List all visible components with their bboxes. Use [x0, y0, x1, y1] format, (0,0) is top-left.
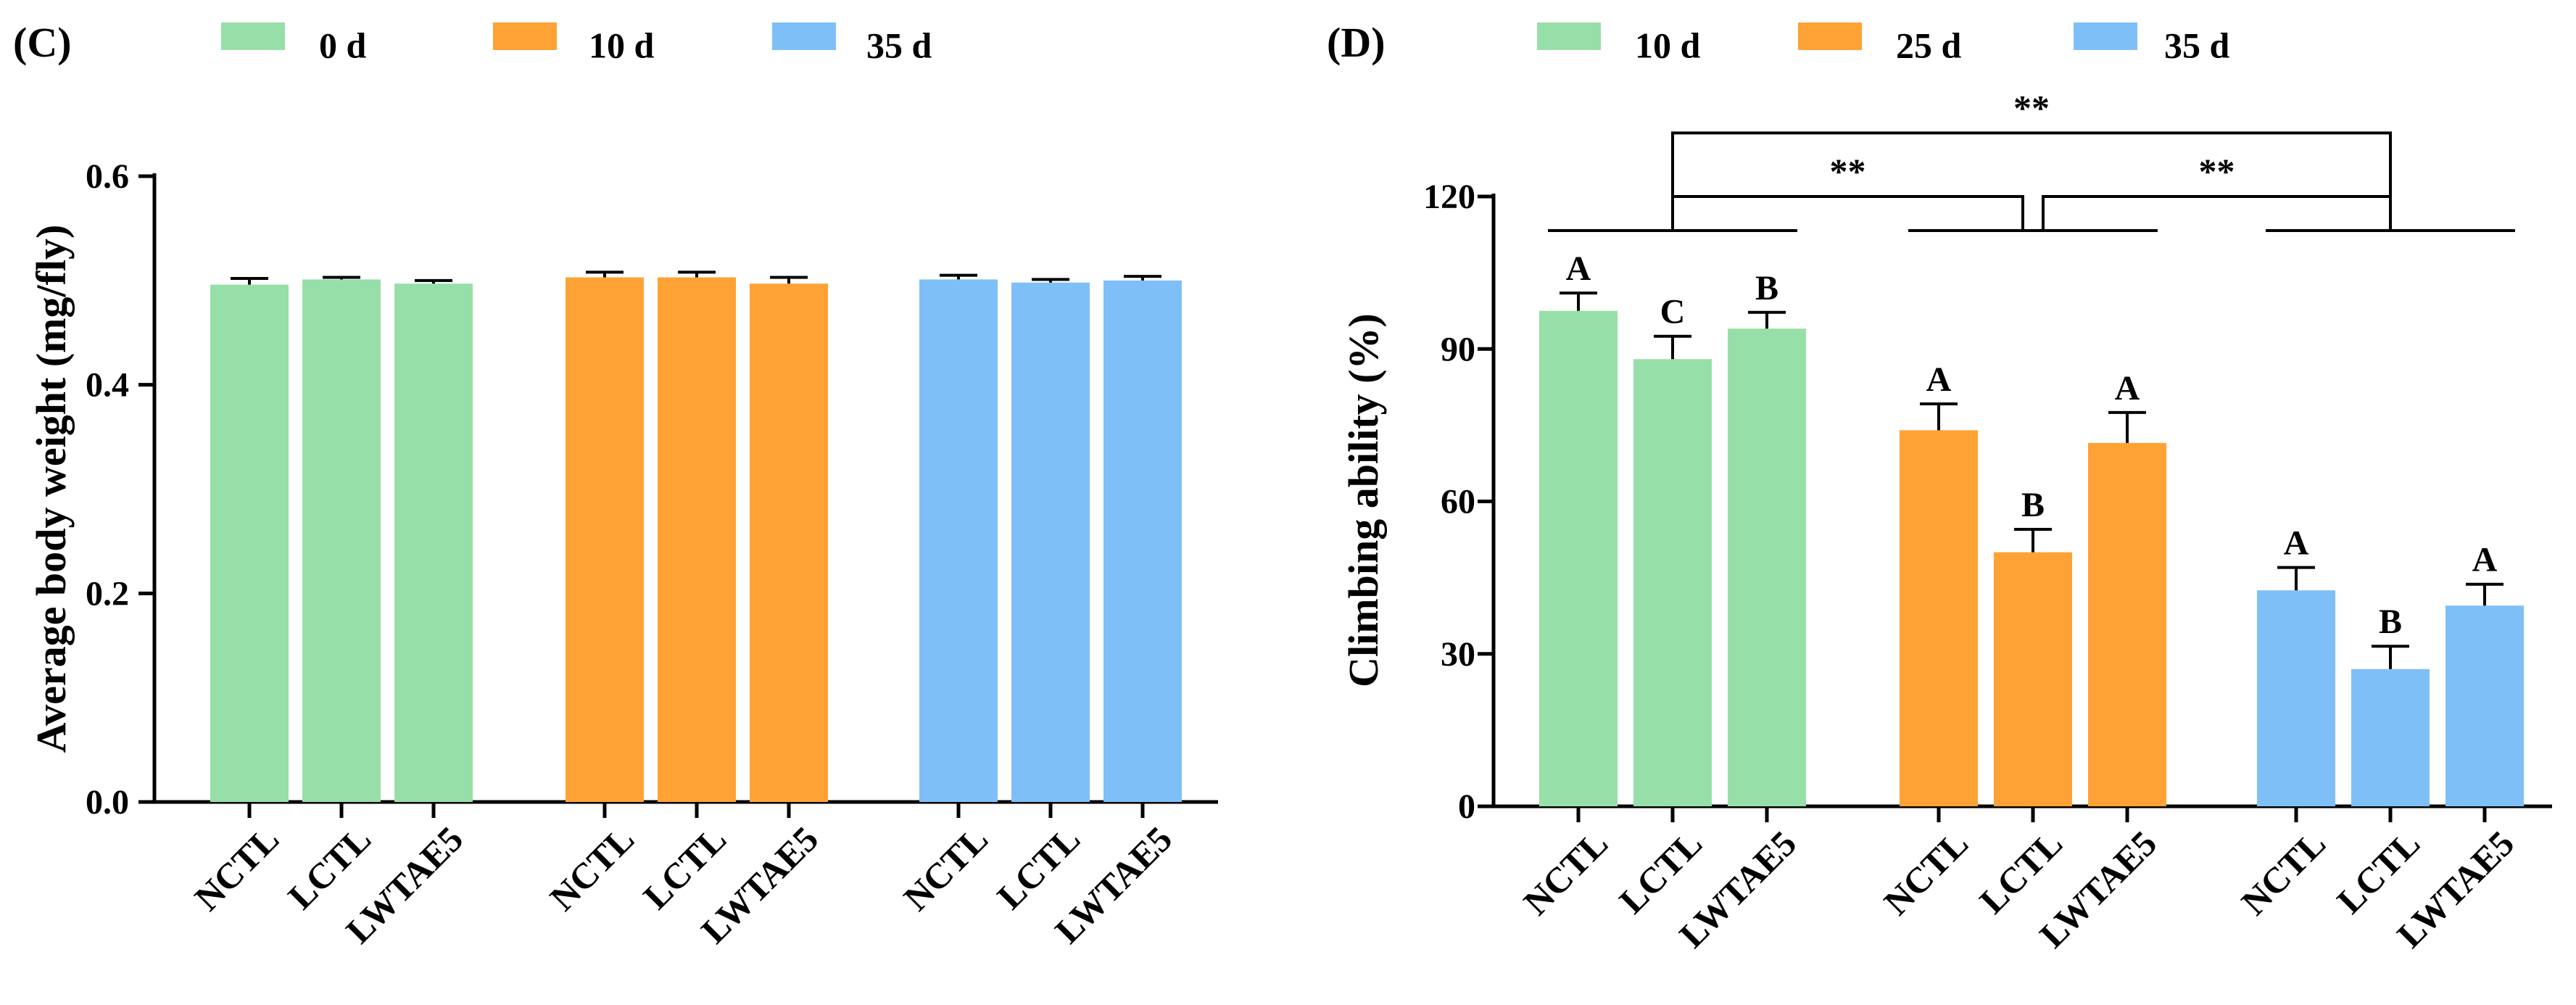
bar [210, 284, 289, 802]
bar [302, 279, 381, 802]
x-tick-label: NCTL [1515, 823, 1615, 923]
significance-marker: ** [2013, 87, 2050, 128]
bar [1011, 282, 1090, 803]
significance-marker: ** [1830, 151, 1866, 191]
bar [750, 284, 828, 803]
legend-swatch [493, 22, 557, 50]
comparison-bracket [2042, 195, 2392, 231]
x-tick-label: NCTL [542, 819, 642, 919]
significance-letter: A [2284, 524, 2309, 563]
y-tick-label: 90 [1441, 330, 1475, 368]
bar [2088, 442, 2166, 806]
legend-swatch [1798, 22, 1862, 50]
bar [1103, 280, 1182, 802]
y-tick-label: 0.4 [86, 366, 129, 405]
bar [1994, 552, 2072, 806]
y-axis-label: Climbing ability (%) [1340, 313, 1387, 687]
significance-letter: C [1660, 293, 1686, 331]
bar [1539, 310, 1618, 806]
panel-d: (D) 10 d 25 d 35 d 0 30 60 90 120 Climbing abilit… [1327, 19, 2552, 956]
y-tick-label: 0.2 [86, 574, 129, 613]
y-tick-label: 120 [1423, 178, 1475, 216]
y-tick-label: 0.0 [86, 783, 129, 822]
significance-marker: ** [2199, 151, 2235, 191]
legend-swatch [221, 22, 285, 50]
significance-letter: B [2021, 486, 2045, 524]
y-tick-label: 30 [1441, 635, 1475, 674]
y-tick-label: 0.6 [86, 157, 129, 196]
x-tick-label: NCTL [186, 819, 286, 919]
x-tick-label: NCTL [895, 819, 995, 919]
panel-label: (D) [1327, 19, 1386, 66]
legend-label: 10 d [1635, 25, 1701, 65]
significance-letter: B [1755, 269, 1778, 307]
bar [394, 284, 473, 803]
legend-swatch [1537, 22, 1601, 50]
bar [1900, 430, 1978, 806]
significance-letter: B [2379, 603, 2402, 641]
bar [658, 277, 736, 803]
y-tick-label: 0 [1458, 787, 1475, 826]
legend-label: 0 d [319, 25, 367, 65]
bar [2351, 669, 2430, 806]
legend-swatch [2074, 22, 2137, 50]
panel-c: (C) 0 d 10 d 35 d 0.0 0.2 0.4 0.6 Average body w… [13, 19, 1218, 951]
comparison-bracket [1671, 195, 2024, 231]
x-tick-label: NCTL [1876, 823, 1976, 923]
significance-letter: A [1926, 360, 1952, 399]
comparison-bracket [1671, 131, 2392, 231]
legend-label: 25 d [1896, 25, 1962, 65]
significance-letter: A [1566, 249, 1591, 288]
significance-letter: A [2115, 369, 2140, 408]
y-tick-label: 60 [1441, 483, 1475, 521]
x-tick-label: NCTL [2233, 823, 2333, 923]
legend-label: 35 d [2164, 25, 2230, 65]
legend-label: 10 d [589, 25, 655, 65]
legend-label: 35 d [866, 25, 932, 65]
bar [566, 277, 644, 803]
y-axis-label: Average body weight (mg/fly) [28, 225, 75, 753]
legend-swatch [772, 22, 836, 50]
bar [1633, 359, 1712, 806]
bar [2445, 605, 2524, 806]
bar [2257, 590, 2335, 806]
panel-label: (C) [13, 19, 72, 66]
bar [919, 279, 998, 802]
significance-letter: A [2472, 541, 2498, 579]
bar [1728, 328, 1806, 806]
